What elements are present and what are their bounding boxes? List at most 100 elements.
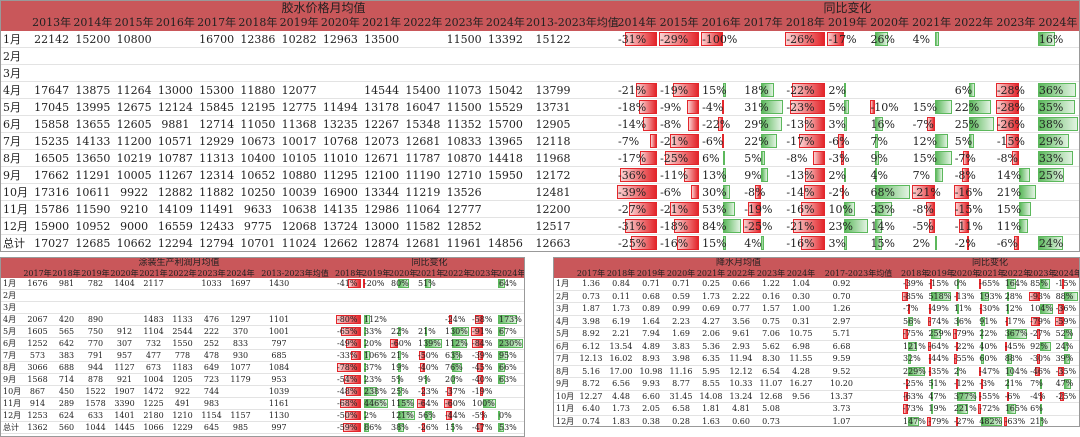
yoy-cell: 38% [1038,118,1064,131]
value-cell: 1.22 [762,279,780,289]
value-cell: 6.58 [672,404,690,414]
value-cell: 7.94 [642,329,660,339]
value-cell: 12.13 [579,354,603,364]
mean-cell: 12172 [535,169,571,182]
mean-cell: 13799 [535,84,571,97]
yoy-cell: 482% [979,416,1003,426]
value-cell: 912 [116,327,133,336]
mean-cell: 0.92 [832,279,851,289]
mean-cell: 1.07 [832,416,851,426]
value-cell: 1445 [114,423,135,432]
month-label: 12月 [3,411,22,420]
yoy-cell: 9% [418,375,431,384]
row-line [1,183,1079,184]
data-bar [339,399,361,408]
data-bar [390,339,399,348]
yoy-cell: 23% [364,375,382,384]
data-bar [1058,366,1064,376]
data-bar [905,279,909,289]
yoy-cell: 25% [1038,169,1064,182]
year-header: 2023年 [197,269,226,278]
year-header: 2024年 [226,269,255,278]
data-bar [631,236,658,250]
yoy-cell: 9% [870,152,888,165]
data-bar [903,391,909,401]
data-bar [345,411,361,420]
value-cell: 0.99 [672,304,690,314]
value-cell: 10870 [446,152,482,165]
yoy-cell: 66% [499,363,517,372]
data-bar [664,151,700,165]
data-bar [447,387,452,396]
value-cell: 2180 [143,411,164,420]
value-cell: 11590 [75,203,111,216]
yoy-cell: -40% [418,363,439,372]
yoy-cell: -19% [744,203,773,216]
data-bar [1007,404,1017,414]
value-cell: 688 [58,363,75,372]
yoy-cell: 15% [996,203,1022,216]
data-bar [978,279,982,289]
value-cell: 1578 [85,399,106,408]
data-bar [930,391,933,401]
yoy-cell: -10% [870,101,899,114]
value-cell: 1127 [114,363,135,372]
data-bar [927,316,931,326]
data-bar [981,316,986,326]
yoy-cell: 20% [364,339,382,348]
data-bar [471,339,483,348]
yoy-cell: -25% [903,379,924,389]
value-cell: 1.73 [702,291,720,301]
yoy-cell: 21% [1004,379,1023,389]
yoy-cell: 56% [903,316,921,326]
yoy-cell: -36% [1055,304,1077,314]
yoy-cell: 37% [364,363,382,372]
row-line [1,289,524,290]
data-bar [981,416,1002,426]
yoy-cell: 92% [1030,341,1048,351]
value-cell: 1.64 [642,316,660,326]
data-bar [451,327,469,336]
data-bar [929,366,932,376]
value-cell: 13235 [322,118,358,131]
value-cell: 14544 [364,84,400,97]
data-bar [761,134,777,148]
yoy-cell: -17% [786,135,815,148]
row-line [554,352,1079,353]
yoy-year-header: 2018年 [785,16,825,29]
data-bar [969,134,975,148]
data-bar [978,404,982,414]
mean-cell: 12517 [535,220,571,233]
yoy-cell: 173% [499,315,522,324]
value-cell: 6.19 [612,316,630,326]
month-label: 总计 [3,423,19,432]
year-header: 2015年 [114,16,154,29]
month-label: 6月 [3,118,21,131]
value-cell: 9775 [243,220,272,233]
yoy-cell: -79% [953,329,975,339]
yoy-cell: 2% [828,84,846,97]
data-bar [498,363,506,372]
value-cell: 11491 [199,203,235,216]
value-cell: 11582 [405,220,441,233]
value-cell: 222 [203,327,220,336]
value-cell: 13875 [75,84,111,97]
value-cell: 11961 [446,237,482,250]
yoy-cell: 14% [870,220,895,233]
value-cell: 3.98 [582,316,600,326]
value-cell: 17.00 [609,366,633,376]
data-bar [935,134,949,148]
data-bar [398,363,401,372]
data-bar [761,83,775,97]
data-bar [721,134,724,148]
data-bar [869,100,875,114]
data-bar [482,411,485,420]
data-bar [1040,279,1051,289]
value-cell: 2.93 [732,341,750,351]
yoy-cell: 22% [979,329,998,339]
yoy-year-header: 2021年 [912,16,952,29]
data-bar [1037,117,1078,131]
data-bar [803,185,826,199]
yoy-cell: -22% [786,84,815,97]
mean-cell: 13.37 [830,391,853,401]
